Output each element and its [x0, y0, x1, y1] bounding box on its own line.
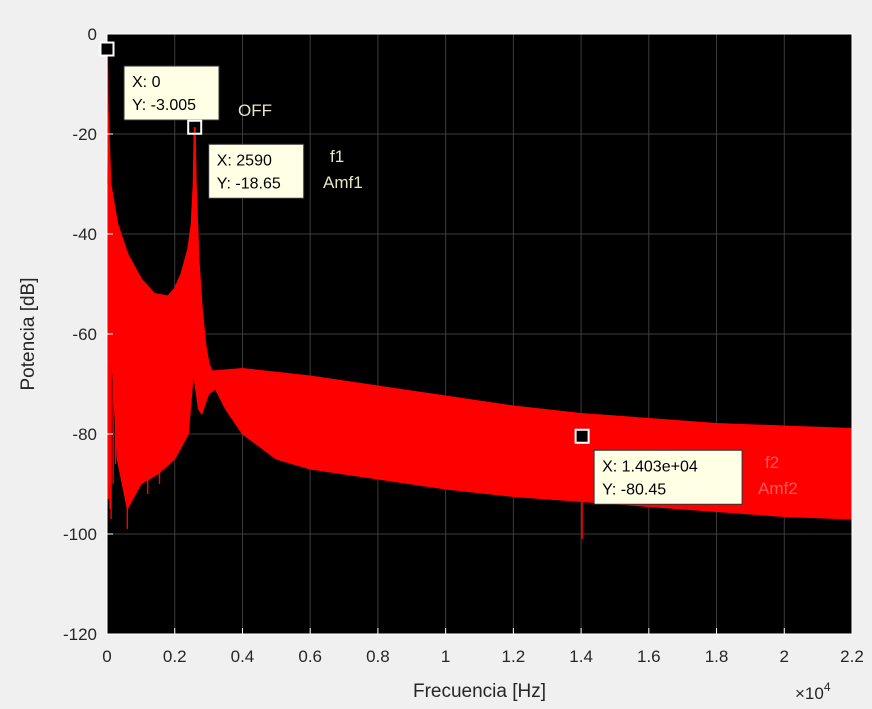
x-exponent-label: ×104	[795, 680, 831, 703]
x-tick-label: 1.2	[502, 647, 526, 666]
datatip-y-label: Y: -3.005	[132, 97, 196, 114]
x-tick-label: 2.2	[840, 647, 864, 666]
datatip: X: 1.403e+04 Y: -80.45	[574, 428, 743, 505]
series-layer	[107, 48, 852, 539]
annotation-label: Amf1	[323, 173, 363, 192]
x-axis-label: Frecuencia [Hz]	[413, 681, 546, 702]
datatip-marker	[574, 428, 590, 444]
y-axis-label: Potencia [dB]	[18, 277, 39, 390]
x-tick-label: 0	[102, 647, 111, 666]
datatip-marker	[187, 119, 203, 135]
annotation-label: f1	[330, 147, 344, 166]
y-tick-label: -80	[72, 425, 97, 444]
datatips-layer: X: 0 Y: -3.005 X: 2590 Y: -18.65 X: 1.403e+0…	[99, 41, 743, 505]
annotation-label: OFF	[238, 101, 272, 120]
x-tick-label: 0.4	[231, 647, 255, 666]
y-tick-label: -120	[63, 625, 97, 644]
datatip-y-label: Y: -18.65	[217, 175, 281, 192]
datatip-y-label: Y: -80.45	[602, 481, 666, 498]
annotations-layer: OFF f1 Amf1 f2 Amf2	[238, 101, 798, 498]
axis-ticks: 0 0.2 0.4 0.6 0.8 1 1.2 1.4 1.6 1.8 2 2.2 0 -20 -40 -60…	[63, 25, 864, 666]
x-exponent-power: 4	[824, 680, 831, 694]
y-tick-label: -40	[72, 225, 97, 244]
datatip-box	[123, 65, 220, 121]
y-tick-label: 0	[88, 25, 97, 44]
datatip-box	[593, 449, 743, 505]
annotation-label: f2	[765, 453, 779, 472]
datatip: X: 2590 Y: -18.65	[187, 119, 305, 199]
datatip-x-label: X: 2590	[217, 152, 272, 169]
x-tick-label: 1.4	[569, 647, 593, 666]
x-tick-label: 1.6	[637, 647, 661, 666]
datatip: X: 0 Y: -3.005	[99, 41, 220, 121]
datatip-marker	[99, 41, 115, 57]
x-tick-label: 0.6	[298, 647, 322, 666]
datatip-x-label: X: 0	[132, 74, 161, 91]
y-tick-label: -20	[72, 125, 97, 144]
series-upper-line	[107, 48, 852, 430]
y-tick-label: -60	[72, 325, 97, 344]
x-tick-label: 0.8	[366, 647, 390, 666]
datatip-x-label: X: 1.403e+04	[602, 458, 698, 475]
axes-box	[106, 33, 853, 635]
x-exponent-base: ×10	[795, 684, 824, 703]
x-tick-label: 2	[780, 647, 789, 666]
datatip-box	[208, 143, 305, 199]
x-tick-label: 1.8	[705, 647, 729, 666]
x-tick-label: 1	[441, 647, 450, 666]
y-tick-label: -100	[63, 525, 97, 544]
x-tick-label: 0.2	[163, 647, 187, 666]
annotation-label: Amf2	[758, 479, 798, 498]
